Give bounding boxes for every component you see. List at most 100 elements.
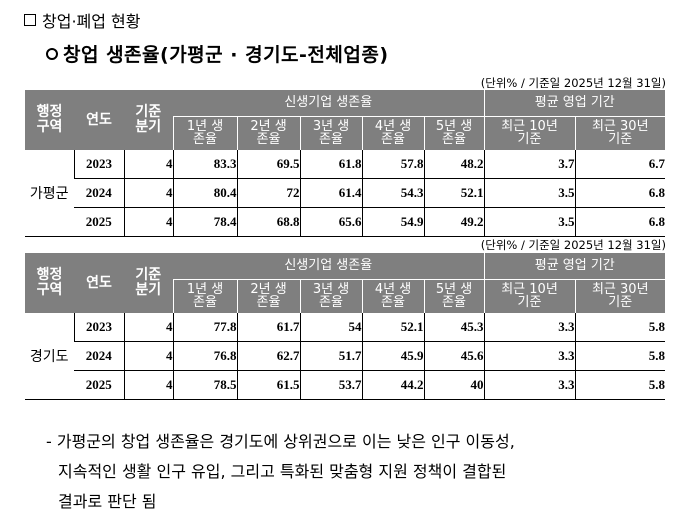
year-cell: 2025: [74, 207, 124, 237]
year-cell: 2023: [73, 150, 124, 179]
header-period-10y: 최근 10년 기준: [483, 278, 575, 313]
header-period-30y: 최근 30년 기준: [574, 278, 665, 313]
survival-3y-cell: 65.6: [299, 207, 362, 237]
year-cell: 2023: [73, 313, 124, 342]
header-survival-1y: 1년 생 존율: [172, 115, 237, 150]
period-30y-cell: 5.8: [574, 370, 665, 400]
header-survival-1y: 1년 생 존율: [172, 278, 237, 313]
header-survival-5y: 5년 생 존율: [423, 278, 484, 313]
unit-note-1: (단위% / 기준일 2025년 12월 31일): [480, 76, 666, 90]
survival-table-gyeonggi: 행정 구역 연도 기준 분기 신생기업 생존율 평균 영업 기간 1년 생 존율…: [25, 253, 665, 400]
survival-table-gapyeong: 행정 구역 연도 기준 분기 신생기업 생존율 평균 영업 기간 1년 생 존율…: [25, 90, 665, 237]
header-survival-5y: 5년 생 존율: [423, 115, 484, 150]
survival-4y-cell: 57.8: [361, 150, 424, 179]
header-period-10y: 최근 10년 기준: [483, 115, 575, 150]
quarter-cell: 4: [123, 341, 173, 371]
period-10y-cell: 3.5: [483, 178, 575, 208]
quarter-cell: 4: [123, 178, 173, 208]
header-survival-2y: 2년 생 존율: [236, 278, 300, 313]
note-line-2: 지속적인 생활 인구 유입, 그리고 특화된 맞춤형 지원 정책이 결합된: [58, 462, 507, 481]
survival-4y-cell: 54.9: [361, 207, 424, 237]
survival-4y-cell: 45.9: [361, 341, 424, 371]
survival-3y-cell: 51.7: [299, 341, 362, 371]
survival-1y-cell: 76.8: [172, 341, 237, 371]
quarter-cell: 4: [123, 207, 173, 237]
square-bullet-icon: [24, 14, 36, 26]
header-year: 연도: [74, 253, 124, 313]
period-30y-cell: 6.8: [574, 207, 665, 237]
unit-note-2: (단위% / 기준일 2025년 12월 31일): [480, 238, 666, 252]
header-period-30y: 최근 30년 기준: [574, 115, 665, 150]
survival-5y-cell: 40: [423, 370, 484, 400]
header-survival-4y: 4년 생 존율: [361, 115, 424, 150]
period-10y-cell: 3.3: [483, 341, 575, 371]
survival-4y-cell: 44.2: [361, 370, 424, 400]
quarter-cell: 4: [123, 370, 173, 400]
header-region: 행정 구역: [25, 253, 74, 313]
table-row: 2025 4 78.4 68.8 65.6 54.9 49.2 3.5 6.8: [25, 207, 665, 237]
survival-3y-cell: 61.4: [299, 178, 362, 208]
sub-title-text: 창업 생존율(가평군 · 경기도-전체업종): [63, 44, 389, 66]
survival-1y-cell: 83.3: [172, 150, 237, 179]
quarter-cell: 4: [123, 313, 173, 342]
header-year: 연도: [74, 90, 124, 150]
note-line-3: 결과로 판단 됨: [58, 492, 157, 511]
header-survival-3y: 3년 생 존율: [299, 278, 362, 313]
section-title: 창업·폐업 현황: [24, 8, 141, 32]
period-10y-cell: 3.3: [483, 370, 575, 400]
header-survival-group: 신생기업 생존율: [173, 253, 484, 279]
quarter-cell: 4: [123, 150, 173, 179]
survival-5y-cell: 52.1: [423, 178, 484, 208]
header-region: 행정 구역: [25, 90, 74, 150]
survival-2y-cell: 72: [236, 178, 300, 208]
table-row: 가평군 2023 4 83.3 69.5 61.8 57.8 48.2 3.7 …: [25, 150, 665, 237]
survival-4y-cell: 52.1: [361, 313, 424, 342]
region-cell: 경기도: [25, 313, 74, 400]
survival-2y-cell: 68.8: [236, 207, 300, 237]
header-quarter: 기준 분기: [124, 90, 173, 150]
header-period-group: 평균 영업 기간: [483, 90, 665, 116]
survival-1y-cell: 78.4: [172, 207, 237, 237]
survival-4y-cell: 54.3: [361, 178, 424, 208]
period-10y-cell: 3.3: [483, 313, 575, 342]
period-30y-cell: 5.8: [574, 341, 665, 371]
table-row: 2024 4 76.8 62.7 51.7 45.9 45.6 3.3 5.8: [25, 341, 665, 371]
survival-3y-cell: 61.8: [299, 150, 362, 179]
survival-2y-cell: 61.5: [236, 370, 300, 400]
table-row: 2025 4 78.5 61.5 53.7 44.2 40 3.3 5.8: [25, 370, 665, 400]
header-survival-group: 신생기업 생존율: [173, 90, 484, 116]
survival-2y-cell: 62.7: [236, 341, 300, 371]
table-row: 2024 4 80.4 72 61.4 54.3 52.1 3.5 6.8: [25, 178, 665, 208]
section-title-text: 창업·폐업 현황: [42, 12, 141, 31]
survival-5y-cell: 48.2: [423, 150, 484, 179]
analysis-note: - 가평군의 창업 생존율은 경기도에 상위권으로 이는 낮은 인구 이동성, …: [46, 427, 671, 517]
period-10y-cell: 3.5: [483, 207, 575, 237]
survival-1y-cell: 77.8: [172, 313, 237, 342]
sub-title: 창업 생존율(가평군 · 경기도-전체업종): [46, 40, 389, 67]
table-row: 경기도 2023 4 77.8 61.7 54 52.1 45.3 3.3 5.…: [25, 313, 665, 400]
note-line-1: - 가평군의 창업 생존율은 경기도에 상위권으로 이는 낮은 인구 이동성,: [46, 432, 515, 451]
header-period-group: 평균 영업 기간: [483, 253, 665, 279]
header-quarter: 기준 분기: [124, 253, 173, 313]
survival-3y-cell: 54: [299, 313, 362, 342]
period-30y-cell: 6.7: [574, 150, 665, 179]
year-cell: 2024: [74, 341, 124, 371]
year-cell: 2025: [74, 370, 124, 400]
circle-bullet-icon: [46, 47, 58, 60]
period-10y-cell: 3.7: [483, 150, 575, 179]
header-survival-4y: 4년 생 존율: [361, 278, 424, 313]
period-30y-cell: 5.8: [574, 313, 665, 342]
survival-2y-cell: 69.5: [236, 150, 300, 179]
region-cell: 가평군: [25, 150, 74, 237]
survival-5y-cell: 45.6: [423, 341, 484, 371]
survival-1y-cell: 80.4: [172, 178, 237, 208]
survival-5y-cell: 45.3: [423, 313, 484, 342]
header-survival-3y: 3년 생 존율: [299, 115, 362, 150]
survival-1y-cell: 78.5: [172, 370, 237, 400]
header-survival-2y: 2년 생 존율: [236, 115, 300, 150]
period-30y-cell: 6.8: [574, 178, 665, 208]
survival-5y-cell: 49.2: [423, 207, 484, 237]
year-cell: 2024: [74, 178, 124, 208]
survival-2y-cell: 61.7: [236, 313, 300, 342]
survival-3y-cell: 53.7: [299, 370, 362, 400]
